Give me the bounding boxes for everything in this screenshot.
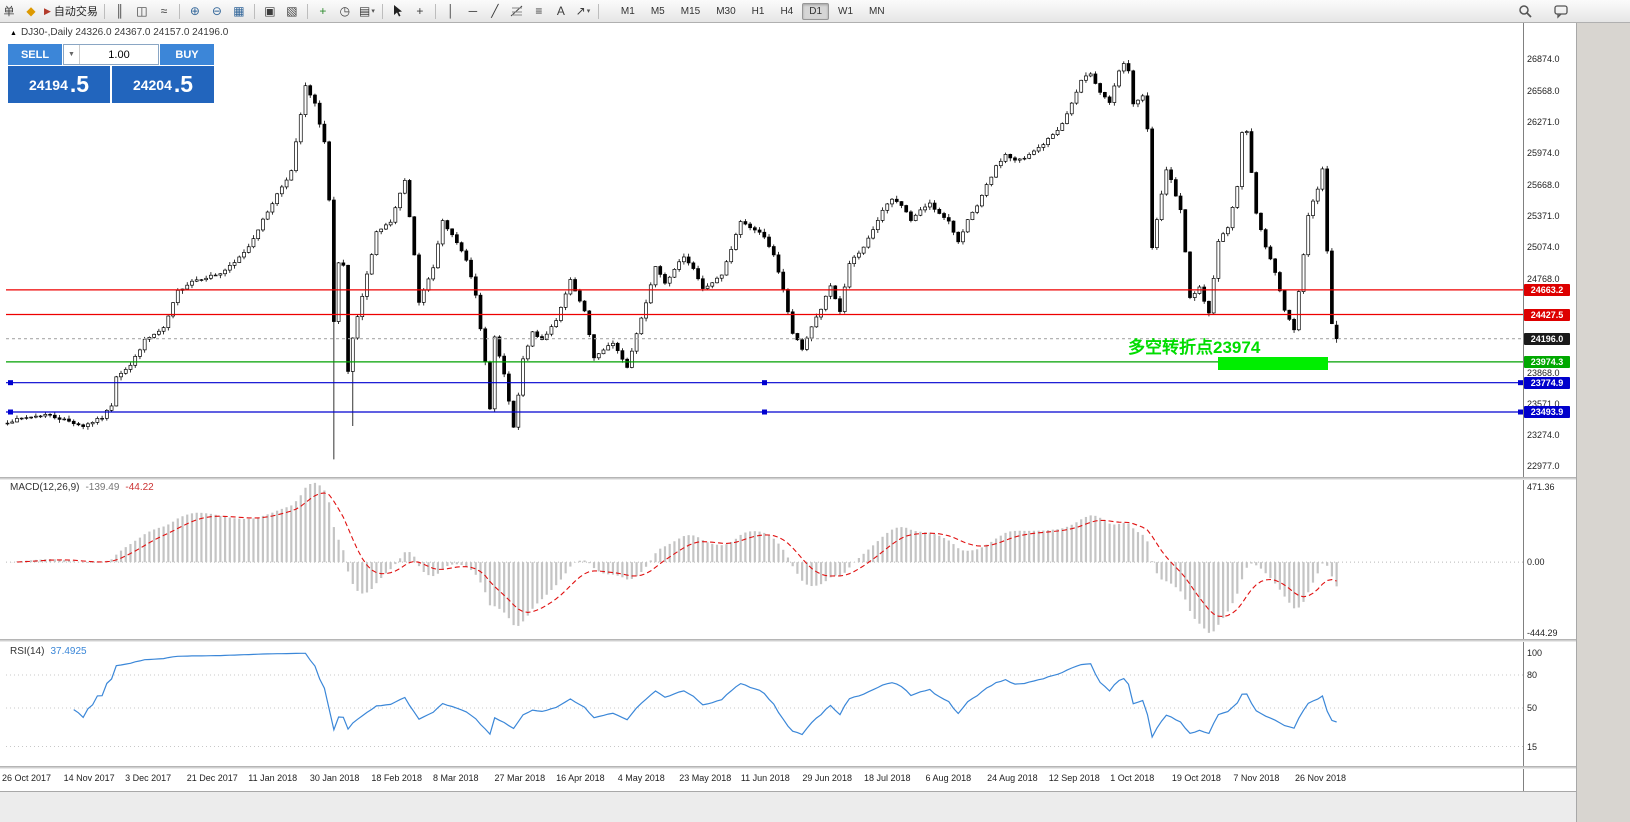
timeframe-m30-button[interactable]: M30 (716, 5, 736, 17)
vertical-line-icon[interactable]: │ (447, 4, 455, 18)
profiles-icon[interactable]: ▧ (286, 4, 298, 18)
rsi-value: 37.4925 (50, 646, 87, 657)
timeframe-group: M1 M5 M15 M30 H1 H4 D1 W1 MN (613, 0, 893, 22)
line-handle[interactable] (1518, 380, 1523, 386)
toolbar-separator (253, 3, 255, 19)
buy-price-main: 24204 (132, 76, 172, 93)
horizontal-line-icon[interactable]: ─ (468, 4, 478, 18)
arrow-tools-icon-glyph: ↗ (575, 4, 586, 18)
templates-icon[interactable]: ▤ ▾ (356, 2, 378, 20)
line-handle[interactable] (762, 380, 767, 386)
toolbar-left-group: 单 ◆ ▶ 自动交易 ║ ◫ ≈ ⊕ ⊖ ▦ ▣ ▧ + ◷ ▤ ▾ + │ ─ ╱ ≡ A ↗ ▾ (1, 0, 603, 22)
volume-dropdown-icon[interactable]: ▼ (64, 45, 80, 64)
panel-splitter[interactable] (0, 766, 1576, 769)
arrow-tools-icon[interactable]: ↗ ▾ (572, 2, 594, 20)
toolbar-separator (306, 3, 308, 19)
line-handle[interactable] (1518, 409, 1523, 415)
panel-splitter[interactable] (0, 477, 1576, 480)
toolbar: 单 ◆ ▶ 自动交易 ║ ◫ ≈ ⊕ ⊖ ▦ ▣ ▧ + ◷ ▤ ▾ + │ ─ ╱ ≡ A ↗ ▾ M1 M5 M15 M30 H1… (0, 0, 1630, 23)
annotation-text[interactable]: 多空转折点23974 (1128, 338, 1261, 357)
buy-button[interactable]: BUY (160, 44, 214, 65)
fibonacci-icon[interactable] (506, 2, 528, 20)
trendline-icon[interactable]: ╱ (491, 4, 499, 18)
sell-price-box[interactable]: 24194 .5 (8, 66, 110, 103)
order-button[interactable]: 单 (3, 6, 15, 18)
timeframe-m1-button[interactable]: M1 (620, 5, 635, 17)
zoom-out-icon[interactable]: ⊖ (211, 4, 222, 18)
tile-windows-icon[interactable]: ▦ (233, 4, 245, 18)
sell-button[interactable]: SELL (8, 44, 62, 65)
rsi-line (73, 652, 1337, 739)
toolbar-separator (178, 3, 180, 19)
timeframe-h4-button[interactable]: H4 (780, 5, 794, 17)
macd-value: -139.49 (85, 482, 120, 493)
line-handle[interactable] (8, 380, 13, 386)
autotrading-button-label: 自动交易 (53, 6, 98, 18)
crosshair-icon[interactable]: + (416, 4, 424, 18)
candlestick-series (5, 60, 1339, 460)
toolbar-separator (434, 3, 436, 19)
panel-splitter[interactable] (0, 639, 1576, 642)
toolbar-separator (381, 3, 383, 19)
candlestick-icon[interactable]: ◫ (136, 4, 148, 18)
chart-title-text: DJ30-,Daily 24326.0 24367.0 24157.0 2419… (20, 27, 229, 38)
bar-chart-icon[interactable]: ║ (115, 4, 125, 18)
buy-price-box[interactable]: 24204 .5 (112, 66, 214, 103)
new-chart-icon[interactable]: ▣ (264, 4, 276, 18)
toolbar-separator (597, 3, 599, 19)
horizontal-levels (6, 289, 1523, 415)
autotrading-button[interactable]: ▶ 自动交易 (42, 2, 100, 20)
chevron-down-icon: ▾ (371, 8, 375, 15)
right-window-strip (1576, 23, 1630, 822)
search-icon[interactable] (1514, 2, 1536, 20)
toolbar-right-group (1514, 0, 1572, 22)
macd-name: MACD(12,26,9) (10, 482, 80, 493)
chevron-down-icon: ▾ (586, 8, 591, 15)
timeframe-h1-button[interactable]: H1 (751, 5, 765, 17)
bottom-window-strip (0, 791, 1576, 822)
macd-signal-value: -44.22 (125, 482, 154, 493)
shapes-icon[interactable]: ≡ (535, 4, 543, 18)
text-label-icon[interactable]: A (556, 4, 565, 18)
new-order-icon[interactable]: ◆ (26, 4, 36, 18)
rsi-name: RSI(14) (10, 646, 45, 657)
periods-icon[interactable]: ◷ (339, 4, 351, 18)
volume-input[interactable]: 1.00 (108, 48, 130, 61)
macd-signal-line (16, 492, 1337, 618)
one-click-trading-panel: SELL ▼ 1.00 BUY 24194 .5 24204 .5 (8, 44, 214, 103)
sell-price-pips: .5 (69, 70, 90, 97)
zoom-in-icon[interactable]: ⊕ (189, 4, 200, 18)
indicators-icon[interactable]: + (319, 4, 327, 18)
buy-price-pips: .5 (173, 70, 194, 97)
timeframe-m5-button[interactable]: M5 (650, 5, 665, 17)
line-chart-icon[interactable]: ≈ (160, 4, 168, 18)
volume-control: ▼ 1.00 (63, 44, 159, 65)
sell-price-main: 24194 (28, 76, 68, 93)
rsi-indicator-label: RSI(14) 37.4925 (10, 646, 87, 657)
toolbar-separator (103, 3, 105, 19)
macd-panel (6, 482, 1523, 633)
line-handle[interactable] (762, 409, 767, 415)
chat-icon[interactable] (1550, 2, 1572, 20)
chart-collapse-icon[interactable]: ▲ (10, 30, 17, 37)
annotation-highlight-bar[interactable] (1218, 357, 1328, 370)
rsi-panel (6, 652, 1523, 747)
macd-indicator-label: MACD(12,26,9) -139.49 -44.22 (10, 482, 154, 493)
chart-title: ▲ DJ30-,Daily 24326.0 24367.0 24157.0 241… (10, 27, 228, 38)
autotrading-button-glyph: ▶ (44, 5, 51, 16)
line-handle[interactable] (8, 409, 13, 415)
templates-icon-glyph: ▤ (358, 4, 371, 18)
cursor-icon[interactable] (387, 2, 409, 20)
timeframe-d1-button[interactable]: D1 (802, 2, 830, 20)
timeframe-m15-button[interactable]: M15 (680, 5, 701, 17)
timeframe-w1-button[interactable]: W1 (838, 5, 854, 17)
timeframe-mn-button[interactable]: MN (869, 5, 885, 17)
